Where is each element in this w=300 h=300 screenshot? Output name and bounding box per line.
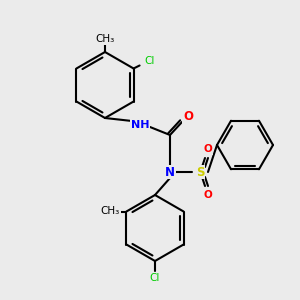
Text: Cl: Cl — [144, 56, 155, 67]
Text: NH: NH — [131, 120, 149, 130]
Text: O: O — [204, 190, 212, 200]
Text: N: N — [165, 166, 175, 178]
Text: Cl: Cl — [150, 273, 160, 283]
Text: S: S — [196, 166, 204, 178]
Text: O: O — [183, 110, 193, 124]
Text: CH₃: CH₃ — [95, 34, 115, 44]
Text: O: O — [204, 144, 212, 154]
Text: CH₃: CH₃ — [101, 206, 120, 217]
